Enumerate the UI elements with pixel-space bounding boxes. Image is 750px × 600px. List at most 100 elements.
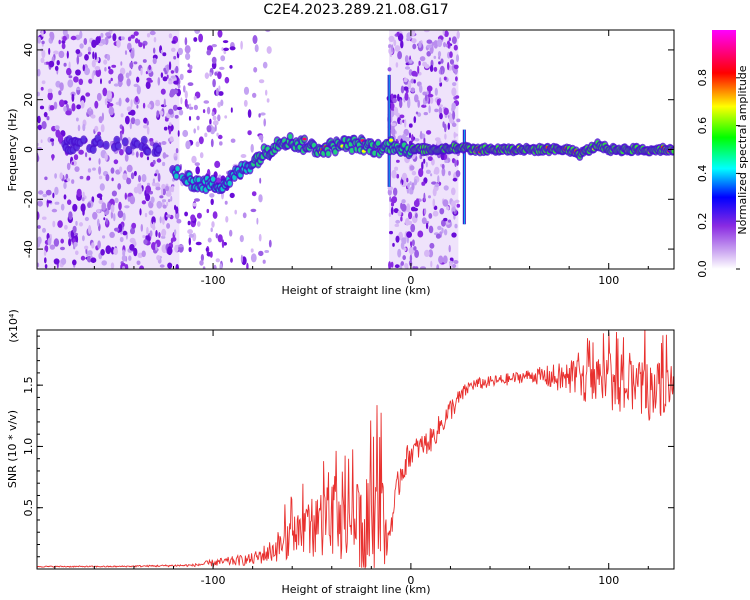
noise-speckle	[52, 220, 56, 228]
noise-speckle	[120, 36, 125, 41]
noise-speckle	[125, 97, 130, 103]
noise-speckle	[54, 173, 57, 179]
noise-speckle	[404, 119, 407, 128]
noise-speckle	[105, 174, 110, 182]
noise-speckle	[221, 47, 224, 52]
noise-speckle	[155, 186, 161, 191]
noise-speckle	[107, 201, 112, 211]
noise-speckle	[433, 66, 438, 72]
colorbar-tick-label: 0.8	[696, 69, 709, 87]
noise-speckle	[79, 222, 83, 227]
noise-speckle	[196, 115, 200, 121]
noise-speckle	[95, 68, 102, 77]
noise-speckle	[60, 238, 64, 244]
noise-speckle	[258, 194, 263, 203]
noise-speckle	[429, 96, 434, 104]
noise-speckle	[155, 243, 158, 251]
noise-speckle	[400, 85, 405, 94]
noise-speckle	[187, 69, 192, 74]
trace-core	[227, 180, 232, 186]
noise-speckle	[452, 82, 457, 87]
noise-speckle	[170, 237, 174, 244]
noise-speckle	[424, 249, 430, 257]
noise-speckle	[413, 79, 416, 84]
noise-speckle	[219, 263, 223, 269]
noise-speckle	[456, 203, 461, 208]
noise-speckle	[195, 241, 202, 246]
noise-speckle	[101, 202, 107, 211]
noise-speckle	[409, 165, 415, 171]
noise-speckle	[118, 97, 122, 107]
noise-speckle	[262, 61, 268, 69]
noise-speckle	[173, 80, 179, 85]
noise-speckle	[176, 106, 183, 111]
noise-speckle	[151, 242, 157, 251]
noise-speckle	[419, 56, 426, 62]
noise-speckle	[258, 250, 264, 257]
noise-speckle	[133, 170, 137, 177]
noise-speckle	[260, 137, 264, 143]
noise-speckle	[37, 211, 40, 221]
noise-speckle	[82, 64, 86, 72]
noise-speckle	[59, 172, 63, 180]
noise-speckle	[121, 125, 125, 135]
noise-speckle	[100, 32, 104, 38]
noise-speckle	[184, 45, 191, 54]
noise-speckle	[184, 98, 188, 108]
noise-speckle	[217, 101, 221, 108]
noise-speckle	[119, 166, 123, 173]
noise-speckle	[61, 43, 66, 50]
noise-speckle	[193, 96, 197, 101]
noise-speckle	[451, 187, 456, 196]
noise-speckle	[399, 99, 403, 109]
noise-speckle	[149, 138, 154, 142]
noise-speckle	[193, 128, 196, 134]
noise-speckle	[97, 240, 101, 249]
noise-speckle	[430, 173, 433, 177]
noise-speckle	[409, 181, 412, 186]
noise-speckle	[166, 214, 171, 218]
noise-speckle	[50, 138, 55, 142]
noise-speckle	[37, 68, 41, 77]
noise-speckle	[58, 50, 65, 59]
noise-speckle	[131, 222, 137, 229]
noise-speckle	[83, 38, 88, 45]
noise-speckle	[129, 122, 132, 130]
noise-speckle	[437, 51, 442, 58]
noise-speckle	[189, 106, 194, 110]
noise-speckle	[58, 39, 61, 45]
noise-speckle	[68, 211, 73, 220]
noise-speckle	[412, 207, 419, 212]
noise-speckle	[224, 200, 228, 205]
snr-panel: -100 0 100 0.5 1.0 1.5 Height of straight lin…	[6, 309, 675, 596]
noise-speckle	[212, 211, 218, 219]
noise-speckle	[136, 76, 140, 83]
noise-speckle	[230, 107, 233, 113]
noise-speckle	[168, 61, 172, 71]
noise-speckle	[79, 30, 83, 39]
noise-speckle	[417, 65, 420, 74]
noise-speckle	[119, 149, 124, 156]
noise-speckle	[418, 40, 422, 49]
noise-speckle	[193, 37, 198, 42]
noise-speckle	[195, 166, 200, 175]
noise-speckle	[87, 250, 93, 256]
noise-speckle	[122, 173, 128, 181]
noise-speckle	[160, 72, 164, 78]
noise-speckle	[42, 227, 46, 233]
noise-speckle	[78, 78, 84, 86]
noise-speckle	[391, 169, 397, 179]
noise-speckle	[188, 246, 192, 253]
noise-speckle	[119, 81, 123, 86]
snr-xlabel: Height of straight line (km)	[281, 583, 430, 596]
noise-speckle	[162, 204, 167, 209]
noise-speckle	[78, 149, 84, 155]
noise-speckle	[170, 70, 175, 74]
noise-speckle	[75, 220, 78, 226]
noise-speckle	[95, 36, 101, 45]
noise-speckle	[138, 175, 141, 183]
noise-speckle	[154, 173, 158, 177]
noise-speckle	[73, 241, 78, 247]
y-tick-label: 40	[22, 43, 35, 57]
